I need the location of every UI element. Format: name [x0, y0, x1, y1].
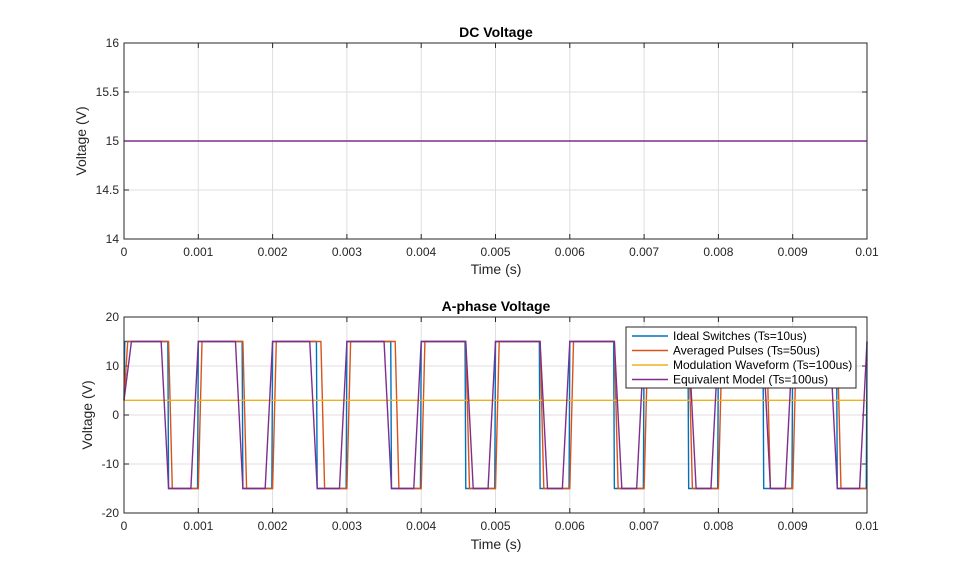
dc-voltage-xtick-label: 0.009	[778, 245, 808, 259]
dc-voltage-xtick-label: 0.003	[332, 245, 362, 259]
dc-voltage-xlabel: Time (s)	[471, 261, 522, 277]
dc-voltage-xtick-label: 0.006	[555, 245, 585, 259]
dc-voltage-xtick-label: 0.001	[183, 245, 213, 259]
dc-voltage-ytick-label: 14.5	[96, 183, 120, 197]
dc-voltage-xtick-label: 0.002	[258, 245, 288, 259]
a-phase-voltage-ytick-label: -20	[102, 506, 120, 520]
dc-voltage-xtick-label: 0.008	[703, 245, 733, 259]
a-phase-voltage-xtick-label: 0.002	[258, 519, 288, 533]
dc-voltage-axes: DC Voltage 0 0.001 0.002 0.003 0.004 0.005 0.0…	[73, 24, 879, 277]
dc-voltage-title: DC Voltage	[459, 24, 533, 40]
legend-label: Modulation Waveform (Ts=100us)	[673, 358, 852, 372]
a-phase-voltage-xtick-label: 0.005	[480, 519, 510, 533]
dc-voltage-xtick-label: 0.004	[406, 245, 436, 259]
a-phase-voltage-axes: A-phase Voltage 0 0.001 0.002 0.003 0.004 0.0…	[79, 298, 879, 552]
a-phase-voltage-title: A-phase Voltage	[442, 298, 551, 314]
a-phase-voltage-ytick-label: 10	[106, 359, 120, 373]
a-phase-voltage-xtick-label: 0.008	[703, 519, 733, 533]
a-phase-voltage-xtick-label: 0.007	[629, 519, 659, 533]
a-phase-voltage-axes-box	[123, 316, 868, 514]
legend-label: Averaged Pulses (Ts=50us)	[673, 344, 820, 358]
a-phase-voltage-ytick-label: 20	[106, 310, 120, 324]
a-phase-voltage-xtick-label: 0.003	[332, 519, 362, 533]
a-phase-voltage-xtick-label: 0.004	[406, 519, 436, 533]
legend-label: Ideal Switches (Ts=10us)	[673, 329, 807, 343]
dc-voltage-xtick-label: 0	[121, 245, 128, 259]
dc-voltage-axes-box	[123, 42, 868, 240]
dc-voltage-ytick-label: 16	[106, 36, 120, 50]
dc-voltage-ytick-label: 15.5	[96, 85, 120, 99]
a-phase-voltage-ylabel: Voltage (V)	[79, 380, 95, 449]
a-phase-voltage-xtick-label: 0.01	[855, 519, 879, 533]
a-phase-voltage-xtick-label: 0.001	[183, 519, 213, 533]
a-phase-voltage-xtick-label: 0.006	[555, 519, 585, 533]
a-phase-voltage-ytick-label: -10	[102, 457, 120, 471]
dc-voltage-ylabel: Voltage (V)	[73, 106, 89, 175]
a-phase-voltage-xtick-label: 0.009	[778, 519, 808, 533]
dc-voltage-xtick-label: 0.007	[629, 245, 659, 259]
legend[interactable]: Ideal Switches (Ts=10us)Averaged Pulses …	[625, 326, 857, 389]
a-phase-voltage-ytick-label: 0	[112, 408, 119, 422]
dc-voltage-ytick-label: 14	[106, 232, 120, 246]
a-phase-voltage-xlabel: Time (s)	[471, 536, 522, 552]
dc-voltage-ytick-label: 15	[106, 134, 120, 148]
dc-voltage-xtick-label: 0.005	[480, 245, 510, 259]
dc-voltage-xtick-label: 0.01	[855, 245, 879, 259]
legend-box	[625, 326, 857, 389]
a-phase-voltage-xtick-label: 0	[121, 519, 128, 533]
legend-label: Equivalent Model (Ts=100us)	[673, 373, 828, 387]
legend-items: Ideal Switches (Ts=10us)Averaged Pulses …	[632, 329, 852, 387]
dc-voltage-plot: 0 0.001 0.002 0.003 0.004 0.005 0.006 0.007 0.00…	[96, 36, 879, 259]
